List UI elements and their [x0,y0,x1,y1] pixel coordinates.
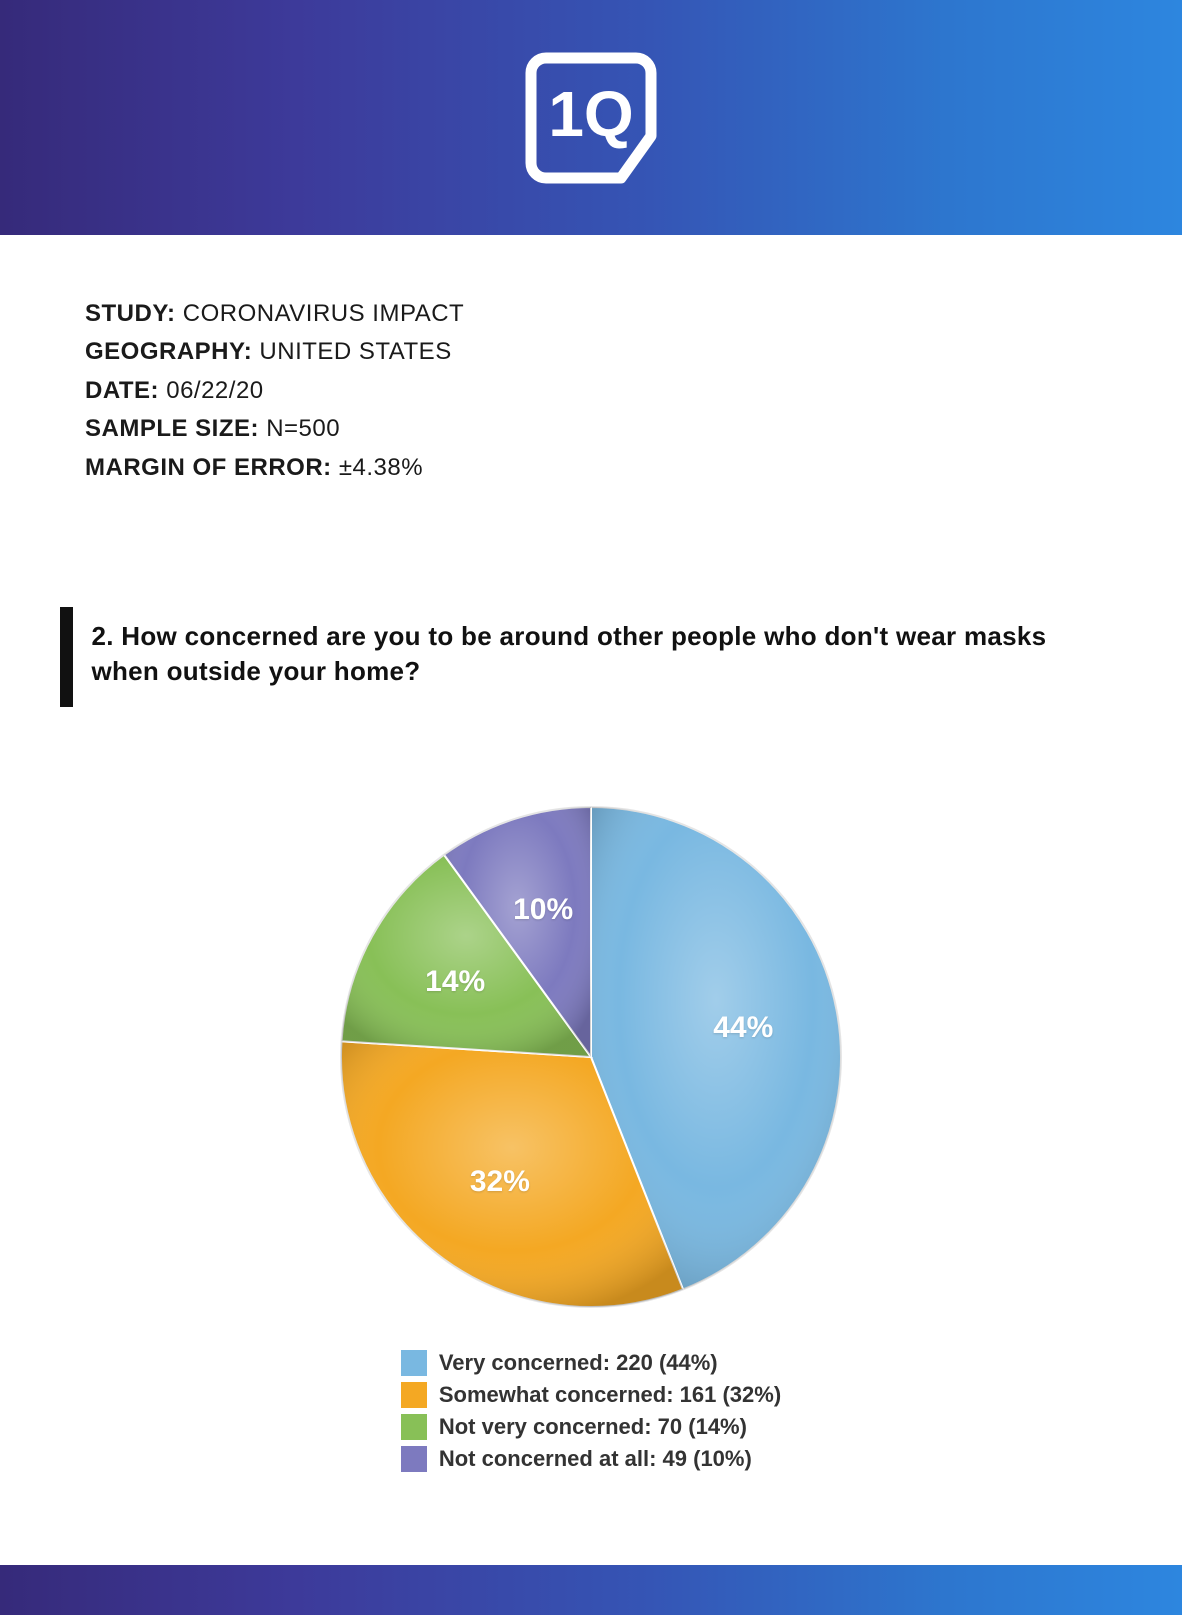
brand-logo-text: 1Q [548,78,633,150]
legend-label: Not concerned at all: 49 (10%) [439,1443,752,1475]
legend-swatch [401,1350,427,1376]
meta-row-sample: SAMPLE SIZE: N=500 [85,410,1182,448]
meta-label-study: STUDY: [85,300,176,327]
header-banner: 1Q [0,0,1182,235]
pie-slice-label: 44% [713,1011,773,1045]
meta-value-geo: UNITED STATES [259,338,451,365]
legend-label: Not very concerned: 70 (14%) [439,1411,747,1443]
meta-label-geo: GEOGRAPHY: [85,338,252,365]
legend-swatch [401,1382,427,1408]
legend-item: Somewhat concerned: 161 (32%) [401,1379,781,1411]
meta-row-geo: GEOGRAPHY: UNITED STATES [85,333,1182,371]
legend-swatch [401,1446,427,1472]
study-meta: STUDY: CORONAVIRUS IMPACT GEOGRAPHY: UNI… [0,235,1182,487]
meta-value-moe: ±4.38% [339,454,423,481]
meta-label-sample: SAMPLE SIZE: [85,415,259,442]
pie-slice-label: 32% [470,1165,530,1199]
legend-item: Not very concerned: 70 (14%) [401,1411,781,1443]
meta-value-sample: N=500 [266,415,340,442]
legend-label: Very concerned: 220 (44%) [439,1347,718,1379]
pie-chart: 44% 32% 14% 10% [331,797,851,1317]
legend-swatch [401,1414,427,1440]
legend-item: Not concerned at all: 49 (10%) [401,1443,781,1475]
pie-slice-label: 10% [513,893,573,927]
chart-area: 44% 32% 14% 10% Very concerned: 220 (44%)So… [0,797,1182,1475]
question-accent-bar [60,607,73,707]
question-text: 2. How concerned are you to be around ot… [91,607,1097,701]
footer-banner [0,1565,1182,1615]
legend-label: Somewhat concerned: 161 (32%) [439,1379,781,1411]
meta-row-date: DATE: 06/22/20 [85,372,1182,410]
meta-value-study: CORONAVIRUS IMPACT [183,300,464,327]
pie-slice-label: 14% [425,965,485,999]
question-block: 2. How concerned are you to be around ot… [60,607,1097,707]
meta-value-date: 06/22/20 [166,377,263,404]
meta-row-moe: MARGIN OF ERROR: ±4.38% [85,449,1182,487]
meta-label-moe: MARGIN OF ERROR: [85,454,332,481]
legend-item: Very concerned: 220 (44%) [401,1347,781,1379]
brand-logo: 1Q [516,43,666,193]
legend: Very concerned: 220 (44%)Somewhat concer… [401,1347,781,1475]
meta-row-study: STUDY: CORONAVIRUS IMPACT [85,295,1182,333]
meta-label-date: DATE: [85,377,159,404]
